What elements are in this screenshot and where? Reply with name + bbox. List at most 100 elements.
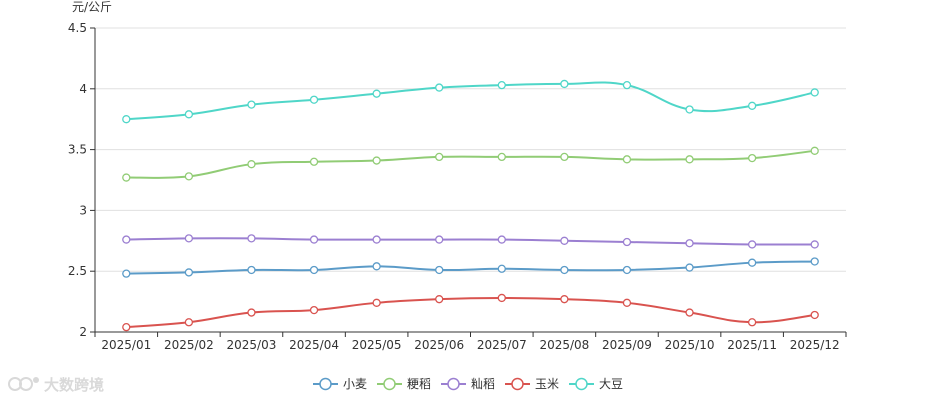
data-point[interactable] [560, 236, 569, 245]
data-point[interactable] [247, 100, 256, 109]
data-point[interactable] [497, 81, 506, 90]
y-tick-label: 4 [79, 82, 87, 96]
data-point[interactable] [435, 265, 444, 275]
data-point[interactable] [247, 308, 256, 317]
data-point[interactable] [184, 234, 194, 243]
data-point[interactable] [309, 235, 319, 244]
watermark: 大数跨境 [8, 376, 104, 394]
legend-item[interactable]: 籼稻 [441, 377, 495, 391]
brand-logo-icon [8, 377, 39, 391]
data-point[interactable] [435, 152, 444, 162]
y-tick-label: 4.5 [68, 21, 87, 35]
data-point[interactable] [372, 298, 381, 307]
data-point[interactable] [747, 240, 757, 249]
x-tick-label: 2025/07 [477, 338, 527, 352]
data-point[interactable] [372, 262, 381, 271]
data-point[interactable] [497, 293, 506, 303]
data-point[interactable] [747, 318, 757, 327]
data-point[interactable] [685, 155, 694, 164]
data-point[interactable] [122, 269, 131, 278]
data-point[interactable] [622, 237, 632, 247]
x-tick-label: 2025/01 [101, 338, 151, 352]
legend-marker-icon [575, 377, 588, 391]
series-layer [122, 79, 819, 332]
series-line [126, 260, 815, 275]
data-point[interactable] [497, 264, 506, 273]
grid-lines [95, 27, 846, 272]
data-point[interactable] [122, 235, 131, 244]
watermark-text: 大数跨境 [44, 376, 104, 394]
y-tick-label: 3 [79, 203, 87, 217]
x-axis-ticks: 2025/01 2025/02 2025/03 2025/04 2025/05 2025/… [94, 332, 847, 352]
y-axis-ticks: 2 2.5 3 3.5 4 4.5 [68, 21, 95, 339]
data-point[interactable] [810, 88, 819, 97]
data-point[interactable] [810, 310, 819, 320]
data-point[interactable] [184, 172, 194, 181]
x-tick-label: 2025/06 [414, 338, 464, 352]
legend-label: 大豆 [599, 377, 623, 391]
data-point[interactable] [685, 105, 694, 114]
data-point[interactable] [247, 160, 256, 169]
data-point[interactable] [747, 153, 757, 163]
y-tick-label: 2.5 [68, 264, 87, 278]
data-point[interactable] [309, 95, 319, 104]
data-point[interactable] [372, 89, 381, 98]
data-point[interactable] [685, 263, 694, 272]
y-axis-unit-label: 元/公斤 [72, 0, 112, 14]
data-point[interactable] [810, 146, 819, 155]
data-point[interactable] [435, 83, 444, 92]
data-point[interactable] [122, 322, 131, 332]
x-tick-label: 2025/03 [227, 338, 277, 352]
series-1 [122, 257, 819, 278]
data-point[interactable] [622, 81, 632, 90]
legend-item[interactable]: 粳稻 [377, 377, 431, 391]
data-point[interactable] [810, 240, 819, 249]
data-point[interactable] [309, 157, 319, 166]
data-point[interactable] [560, 265, 569, 275]
data-point[interactable] [810, 257, 819, 266]
data-point[interactable] [309, 265, 319, 275]
data-point[interactable] [435, 295, 444, 304]
legend[interactable]: 小麦 粳稻 籼稻 玉米 大豆 [313, 377, 623, 391]
x-tick-label: 2025/02 [164, 338, 214, 352]
data-point[interactable] [435, 235, 444, 244]
data-point[interactable] [622, 298, 632, 307]
x-tick-label: 2025/11 [727, 338, 777, 352]
data-point[interactable] [372, 156, 381, 165]
data-point[interactable] [685, 308, 694, 317]
data-point[interactable] [184, 318, 194, 327]
data-point[interactable] [497, 152, 506, 162]
legend-marker-icon [383, 377, 396, 391]
x-tick-label: 2025/08 [539, 338, 589, 352]
data-point[interactable] [184, 268, 194, 277]
legend-marker-icon [319, 377, 332, 391]
legend-item[interactable]: 玉米 [505, 377, 559, 391]
data-point[interactable] [497, 235, 506, 244]
x-tick-label: 2025/05 [352, 338, 402, 352]
data-point[interactable] [247, 234, 256, 243]
axes [94, 28, 846, 333]
series-line [126, 149, 815, 179]
x-tick-label: 2025/10 [665, 338, 715, 352]
data-point[interactable] [372, 235, 381, 244]
data-point[interactable] [622, 155, 632, 164]
data-point[interactable] [309, 305, 319, 315]
legend-item[interactable]: 小麦 [313, 377, 367, 391]
data-point[interactable] [747, 101, 757, 110]
x-tick-label: 2025/12 [790, 338, 840, 352]
data-point[interactable] [560, 79, 569, 89]
legend-item[interactable]: 大豆 [569, 377, 623, 391]
data-point[interactable] [184, 110, 194, 119]
series-line [126, 296, 815, 329]
data-point[interactable] [685, 239, 694, 248]
y-tick-label: 3.5 [68, 143, 87, 157]
series-2 [122, 146, 819, 182]
data-point[interactable] [122, 173, 131, 182]
data-point[interactable] [122, 115, 131, 124]
data-point[interactable] [747, 258, 757, 267]
data-point[interactable] [622, 265, 632, 275]
data-point[interactable] [560, 152, 569, 162]
data-point[interactable] [247, 265, 256, 275]
legend-label: 小麦 [343, 377, 367, 391]
data-point[interactable] [560, 295, 569, 304]
